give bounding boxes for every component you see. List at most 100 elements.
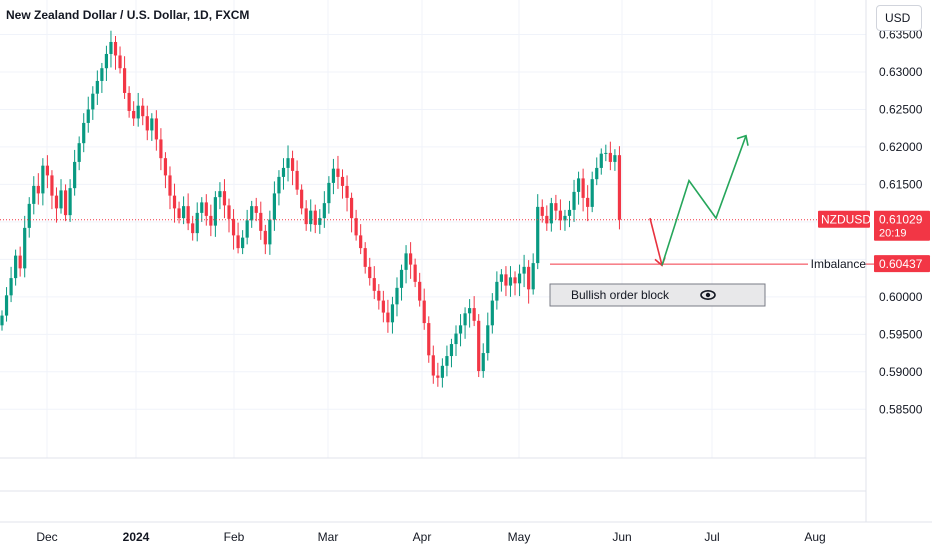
candle-body bbox=[177, 208, 181, 219]
candle-body bbox=[304, 208, 308, 225]
candle-body bbox=[368, 266, 372, 279]
candle-body bbox=[567, 209, 572, 216]
candle-body bbox=[581, 178, 585, 198]
candle-body bbox=[100, 68, 104, 81]
candle-body bbox=[513, 277, 517, 284]
down-projection-arrow bbox=[649, 217, 663, 266]
candle-body bbox=[268, 219, 272, 245]
candle-body bbox=[495, 281, 499, 301]
candle-body bbox=[200, 202, 204, 213]
candle-body bbox=[576, 178, 581, 192]
candle-body bbox=[340, 176, 345, 186]
candle-body bbox=[141, 105, 145, 117]
candle-body bbox=[127, 92, 131, 111]
order-block-box bbox=[549, 283, 766, 307]
candle-body bbox=[472, 308, 476, 321]
candle-body bbox=[309, 210, 313, 225]
candle-body bbox=[349, 197, 354, 219]
candle-body bbox=[540, 206, 544, 216]
candle-body bbox=[118, 55, 122, 69]
y-tick-label: 0.58500 bbox=[879, 402, 923, 416]
candle-body bbox=[445, 356, 449, 366]
x-tick-label: Aug bbox=[804, 530, 825, 544]
candle-body bbox=[59, 190, 63, 209]
last-price-value: 0.61029 bbox=[879, 213, 923, 227]
candle-body bbox=[381, 300, 385, 313]
candle-body bbox=[399, 269, 404, 288]
x-tick-label: 2024 bbox=[123, 530, 150, 544]
candle-body bbox=[4, 295, 9, 316]
candle-body bbox=[209, 215, 213, 226]
countdown-value: 20:19 bbox=[879, 228, 907, 240]
imbalance-value: 0.60437 bbox=[879, 257, 923, 271]
order-block-label: Bullish order block bbox=[571, 288, 670, 302]
candle-body bbox=[604, 152, 608, 154]
eye-pupil bbox=[705, 292, 711, 298]
candle-body bbox=[395, 287, 399, 305]
candle-body bbox=[86, 109, 90, 123]
candle-body bbox=[354, 218, 358, 236]
bottom-pane bbox=[0, 0, 932, 523]
candle-body bbox=[250, 206, 254, 221]
candle-body bbox=[477, 320, 481, 372]
chart-title: New Zealand Dollar / U.S. Dollar, 1D, FX… bbox=[6, 8, 250, 22]
candle-body bbox=[14, 255, 18, 279]
candle-body bbox=[440, 365, 444, 378]
x-tick-label: Dec bbox=[36, 530, 57, 544]
candle-body bbox=[104, 53, 109, 69]
candle-body bbox=[168, 175, 172, 196]
candle-body bbox=[109, 41, 113, 54]
candle-body bbox=[331, 168, 336, 183]
candle-body bbox=[481, 353, 485, 372]
up-arrow-head bbox=[736, 134, 749, 146]
candle-body bbox=[159, 139, 163, 159]
candle-body bbox=[95, 80, 99, 94]
candle-body bbox=[313, 210, 317, 225]
currency-button[interactable]: USD bbox=[876, 5, 922, 31]
candle-body bbox=[36, 185, 40, 194]
candle-body bbox=[186, 206, 190, 224]
candle-body bbox=[122, 68, 127, 93]
candle-body bbox=[50, 175, 54, 196]
candles-layer bbox=[0, 30, 622, 388]
y-tick-label: 0.59500 bbox=[879, 327, 923, 341]
candle-body bbox=[458, 325, 463, 334]
candle-body bbox=[218, 191, 222, 198]
candle-body bbox=[318, 218, 322, 225]
candle-body bbox=[327, 182, 331, 204]
candle-body bbox=[150, 118, 154, 131]
candle-body bbox=[463, 313, 467, 326]
candle-body bbox=[359, 235, 363, 249]
candle-body bbox=[449, 344, 454, 357]
candle-body bbox=[599, 153, 603, 168]
x-tick-label: Apr bbox=[413, 530, 432, 544]
candle-body bbox=[68, 188, 72, 216]
candle-body bbox=[91, 93, 95, 110]
candle-body bbox=[336, 168, 340, 177]
candle-body bbox=[182, 206, 186, 219]
candle-body bbox=[504, 274, 508, 286]
candle-body bbox=[322, 203, 326, 219]
candle-body bbox=[454, 333, 458, 345]
candle-body bbox=[431, 355, 435, 376]
y-tick-label: 0.63000 bbox=[879, 65, 923, 79]
candle-body bbox=[418, 281, 422, 301]
candle-body bbox=[259, 212, 263, 231]
symbol-tag bbox=[818, 210, 870, 228]
last-price-tag bbox=[874, 210, 930, 241]
candle-body bbox=[9, 278, 13, 296]
x-tick-label: Feb bbox=[224, 530, 245, 544]
candle-body bbox=[254, 206, 258, 213]
candle-body bbox=[222, 191, 227, 206]
candle-body bbox=[377, 290, 381, 301]
imbalance-label: Imbalance bbox=[811, 257, 867, 271]
candle-body bbox=[486, 325, 490, 354]
candle-body bbox=[499, 274, 503, 282]
imbalance-tag bbox=[874, 255, 930, 273]
candle-body bbox=[517, 273, 522, 284]
candle-body bbox=[18, 255, 22, 269]
up-projection-path bbox=[661, 135, 747, 266]
candle-body bbox=[227, 205, 231, 219]
